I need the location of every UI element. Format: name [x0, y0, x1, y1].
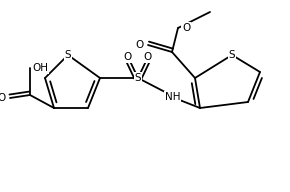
Text: S: S	[229, 50, 235, 60]
Text: O: O	[0, 93, 6, 103]
Text: O: O	[136, 40, 144, 50]
Text: OH: OH	[32, 63, 48, 73]
Text: O: O	[124, 52, 132, 62]
Text: NH: NH	[165, 92, 180, 102]
Text: S: S	[65, 50, 71, 60]
Text: O: O	[144, 52, 152, 62]
Text: O: O	[182, 23, 190, 33]
Text: S: S	[135, 73, 141, 83]
